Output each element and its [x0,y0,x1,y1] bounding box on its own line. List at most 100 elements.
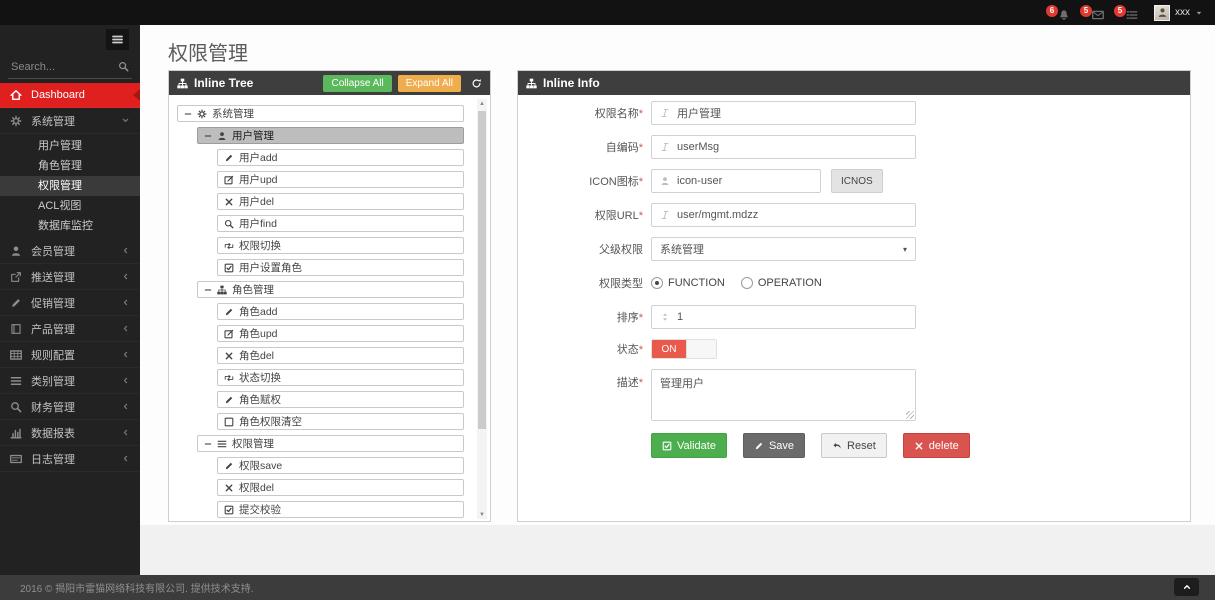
expand-all-button[interactable]: Expand All [397,74,461,92]
sidebar-item-system-mgmt[interactable]: 系统管理 [0,108,140,134]
icon-name-picker-button[interactable]: ICNOS [831,169,883,193]
back-to-top-button[interactable] [1174,578,1199,596]
tree-node-user-set-role[interactable]: 用户设置角色 [217,259,464,276]
table-icon [10,349,22,360]
save-button[interactable]: Save [742,433,806,458]
resize-grip[interactable] [906,411,914,419]
share-icon [11,271,21,282]
collapse-toggle[interactable] [184,110,192,118]
tree-node-submit-check[interactable]: 提交校验 [217,501,464,518]
tree-node-user-upd[interactable]: 用户upd [217,171,464,188]
gears-icon [10,115,22,126]
sidebar-item-log-mgmt[interactable]: 日志管理 [0,446,140,472]
italic-icon [661,108,669,118]
notifications-messages[interactable]: 5 [1080,4,1104,21]
perm-name-input[interactable] [677,107,907,119]
chevron-left-icon [123,325,128,332]
radio-function[interactable]: FUNCTION [651,277,725,289]
sidebar-subitem-acl-view[interactable]: ACL视图 [38,200,82,212]
tree-node-role-grant[interactable]: 角色赋权 [217,391,464,408]
tree-node-label: 用户find [239,218,277,230]
badge-count: 5 [1080,4,1092,17]
sidebar-item-dashboard[interactable]: Dashboard [0,83,140,108]
tree-node-perm-del[interactable]: 权限del [217,479,464,496]
form-row-icon-name: ICON图标* ICNOS [528,169,1190,193]
pencil-square-icon [224,175,234,184]
tree-node-role-del[interactable]: 角色del [217,347,464,364]
scroll-down-arrow[interactable]: ▼ [479,511,485,518]
sidebar-item-finance-mgmt[interactable]: 财务管理 [0,394,140,420]
tree-node-user-add[interactable]: 用户add [217,149,464,166]
tree-node-role-mgmt[interactable]: 角色管理 [197,281,464,298]
sidebar-item-data-report[interactable]: 数据报表 [0,420,140,446]
validate-button[interactable]: Validate [651,433,727,458]
tree-node-user-del[interactable]: 用户del [217,193,464,210]
sidebar-subitem-user-mgmt[interactable]: 用户管理 [38,140,82,152]
tree-node-user-mgmt[interactable]: 用户管理 [197,127,464,144]
tree-node-user-find[interactable]: 用户find [217,215,464,232]
sidebar-item-push-mgmt[interactable]: 推送管理 [0,264,140,290]
sidebar-item-rule-config[interactable]: 规则配置 [0,342,140,368]
scrollbar-thumb[interactable] [478,111,486,429]
sidebar-menu: Dashboard 系统管理用户管理角色管理权限管理 ACL视图数据库监控会员管理推… [0,83,140,472]
tree-node-role-add[interactable]: 角色add [217,303,464,320]
search-icon [224,219,234,228]
badge-count: 5 [1114,4,1126,17]
sidebar-item-promo-mgmt[interactable]: 促销管理 [0,290,140,316]
sidebar-item-product-mgmt[interactable]: 产品管理 [0,316,140,342]
form-row-sort-order: 排序* [528,305,1190,329]
tree-scrollbar[interactable]: ▲ ▼ [477,99,487,519]
icon-name-input[interactable] [677,175,812,187]
file-icon [10,454,22,463]
reply-icon [833,442,841,449]
selected-value: 系统管理 [660,244,704,256]
sidebar-subitem-role-mgmt[interactable]: 角色管理 [38,160,82,172]
sidebar-subitem-perm-mgmt[interactable]: 权限管理 [0,176,140,196]
tree-node-perm-switch[interactable]: 权限切换 [217,237,464,254]
tree-node-label: 用户设置角色 [239,262,302,274]
minus-icon [204,135,212,136]
tree-node-role-upd[interactable]: 角色upd [217,325,464,342]
collapse-toggle[interactable] [204,440,212,448]
tree-node-role-perm-clear[interactable]: 角色权限清空 [217,413,464,430]
button-label: delete [928,439,959,452]
sidebar-subitem-db-monitor[interactable]: 数据库监控 [38,220,93,232]
collapse-all-button[interactable]: Collapse All [323,74,392,92]
collapse-toggle[interactable] [204,132,212,140]
tree-node-label: 用户del [239,196,275,208]
perm-url-input[interactable] [677,209,907,221]
field-label: ICON图标* [589,176,643,188]
form-row-perm-url: 权限URL* [528,203,1190,227]
field-label: 父级权限 [599,244,643,256]
tree-node-perm-mgmt[interactable]: 权限管理 [197,435,464,452]
tree-node-label: 权限切换 [239,240,281,252]
notifications-bell[interactable]: 6 [1046,4,1070,21]
tree-node-label: 角色del [239,350,275,362]
sidebar-item-member-mgmt[interactable]: 会员管理 [0,238,140,264]
status-toggle[interactable]: ON [651,339,717,359]
tree-node-label: 用户add [239,152,278,164]
radio-operation[interactable]: OPERATION [740,277,822,289]
sidebar-toggle-button[interactable] [106,29,129,50]
field-label: 排序* [616,312,643,324]
reset-button[interactable]: Reset [821,433,887,458]
self-code-input[interactable] [677,141,907,153]
delete-button[interactable]: delete [902,433,970,458]
search-input[interactable] [11,60,111,73]
x-icon [915,442,923,449]
tree-node-perm-save[interactable]: 权限save [217,457,464,474]
refresh-icon[interactable] [471,78,482,89]
parent-perm-select[interactable]: 系统管理 ▾ [651,237,916,261]
toggle-on-label: ON [652,340,686,358]
scroll-up-arrow[interactable]: ▲ [479,100,485,107]
notifications-tasks[interactable]: 5 [1114,4,1138,21]
tree-node-system-mgmt[interactable]: 系统管理 [177,105,464,122]
user-menu[interactable]: xxx [1154,4,1203,21]
minus-icon [184,113,192,114]
description-textarea[interactable]: 管理用户 [652,370,915,420]
search-icon[interactable] [118,61,129,72]
sort-order-input[interactable] [677,311,907,323]
tree-node-status-switch[interactable]: 状态切换 [217,369,464,386]
sidebar-item-category-mgmt[interactable]: 类别管理 [0,368,140,394]
collapse-toggle[interactable] [204,286,212,294]
